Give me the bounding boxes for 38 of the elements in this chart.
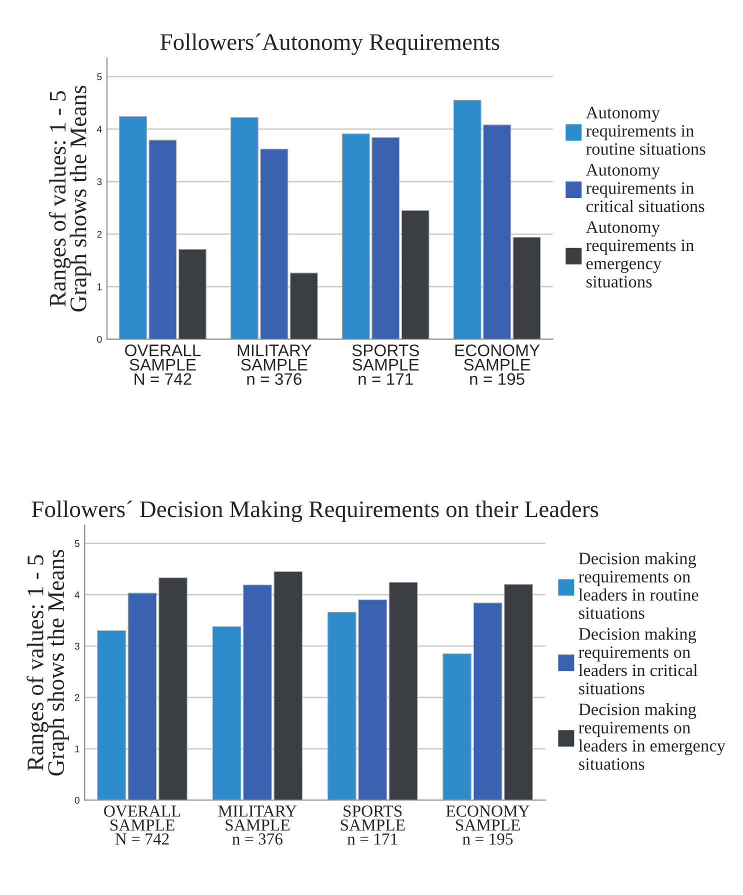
bar	[442, 653, 472, 800]
bar	[178, 249, 206, 340]
bar	[401, 210, 430, 340]
x-tick-label: ECONOMY SAMPLE n = 195	[455, 344, 540, 385]
legend-label: Autonomy requirements in emergency situations	[586, 221, 694, 288]
legend-label: Autonomy requirements in routine situations	[586, 106, 706, 155]
y-tick-label: 5	[74, 540, 80, 547]
x-tick-label: OVERALL SAMPLE N = 742	[104, 806, 180, 844]
y-tick-label: 0	[97, 336, 102, 343]
bar	[290, 272, 318, 340]
bar	[212, 626, 242, 800]
legend-label: Autonomy requirements in critical situations	[586, 164, 704, 212]
bar	[97, 630, 126, 800]
y-axis-title: Ranges of values: 1 - 5 Graph shows the Means	[48, 86, 92, 312]
x-tick-label: OVERALL SAMPLE N = 742	[125, 344, 201, 385]
y-tick-label: 1	[97, 284, 102, 290]
y-tick-label: 0	[74, 796, 80, 804]
chart-title: Followers´Autonomy Requirements	[160, 33, 500, 55]
bar	[512, 236, 541, 340]
bar	[388, 582, 418, 800]
y-tick-label: 4	[96, 126, 102, 133]
y-tick-label: 5	[97, 73, 102, 80]
legend-label: Decision making requirements on leaders in critical situations	[578, 628, 698, 694]
legend-label: Decision making requirements on leaders in routine situations	[578, 552, 698, 619]
y-tick-label: 1	[75, 746, 80, 752]
y-tick-label: 3	[97, 178, 102, 186]
y-tick-label: 4	[74, 592, 80, 598]
y-tick-label: 2	[97, 230, 102, 238]
chart-title: Followers´ Decision Making Requirements on their Leaders	[32, 500, 598, 522]
y-axis-title: Ranges of values: 1 - 5 Graph shows the Means	[26, 550, 69, 776]
legend-label: Decision making requirements on leaders in emergency situations	[578, 703, 726, 770]
x-tick-label: ECONOMY SAMPLE n = 195	[446, 806, 530, 845]
y-tick-label: 3	[74, 642, 80, 650]
y-tick-label: 2	[74, 694, 80, 701]
x-tick-label: MILITARY SAMPLE n = 376	[218, 806, 297, 845]
x-tick-label: SPORTS SAMPLE n = 171	[352, 344, 419, 385]
x-tick-label: MILITARY SAMPLE n = 376	[238, 344, 312, 385]
x-tick-label: SPORTS SAMPLE n = 171	[340, 806, 405, 844]
